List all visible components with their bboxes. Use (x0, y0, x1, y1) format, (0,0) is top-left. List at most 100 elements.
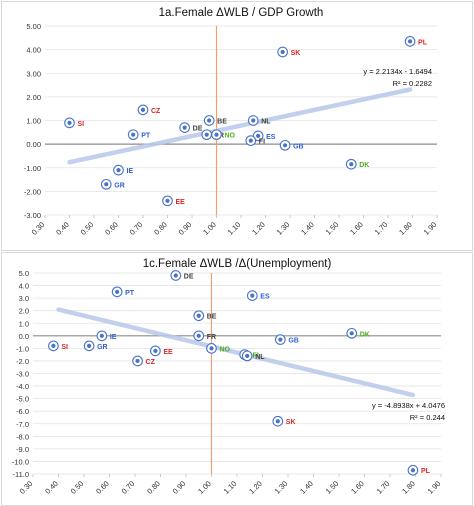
chart-1a-ytick-label: -1.00 (24, 164, 41, 173)
chart-1a-ytick-label: 2.00 (26, 93, 41, 102)
chart-1a-point-inner (67, 120, 72, 125)
chart-1c-point-label: BE (207, 314, 217, 321)
chart-1c-xtick-label: 1.30 (273, 479, 290, 496)
chart-1c-xtick-label: 1.80 (400, 479, 417, 496)
chart-1a-xtick-label: 1.20 (250, 220, 267, 237)
chart-1c-title: 1c.Female ΔWLB /Δ(Unemployment) (143, 258, 332, 270)
chart-1a-xtick-label: 0.50 (79, 220, 96, 237)
chart-1c-point-inner (173, 273, 178, 278)
chart-1c-point-label: CZ (146, 359, 156, 366)
chart-1a-xtick-label: 1.10 (226, 220, 243, 237)
chart-1c-xtick-label: 1.20 (247, 479, 264, 496)
chart-1c-point-label: ES (260, 294, 270, 301)
chart-1a-point-inner (207, 118, 212, 123)
chart-1a-point-inner (349, 162, 354, 167)
chart-1c-ytick-label: 3.0 (19, 294, 29, 303)
chart-1c-ytick-label: -5.0 (16, 395, 29, 404)
chart-1a-xtick-label: 0.30 (30, 220, 47, 237)
chart-1c-point-label: EE (163, 349, 173, 356)
chart-1c-xtick-label: 0.60 (94, 479, 111, 496)
chart-1c-ytick-label: -2.0 (16, 357, 29, 366)
chart-1a-xtick-label: 0.60 (103, 220, 120, 237)
chart-1c-xtick-label: 0.40 (43, 479, 60, 496)
chart-1a-point-label: DE (193, 126, 203, 133)
chart-1c-ytick-label: 5.0 (19, 269, 29, 278)
chart-1a-point-inner (407, 39, 413, 44)
chart-1a-point-inner (131, 132, 136, 137)
chart-1c-trendline (56, 307, 416, 398)
chart-1c-point-inner (209, 346, 214, 351)
chart-1a-point-label: BE (217, 119, 227, 126)
chart-1a-point-inner (140, 107, 146, 112)
chart-1c-point-inner (245, 353, 250, 359)
chart-1c-ytick-label: -3.0 (16, 370, 29, 379)
chart-1c-point-label: PT (125, 290, 135, 297)
chart-1a-xtick-label: 1.60 (348, 220, 365, 237)
chart-1c-xtick-label: 1.60 (349, 479, 366, 496)
chart-1a-xtick-label: 1.30 (275, 220, 292, 237)
chart-1a-point-label: SK (291, 50, 301, 57)
chart-1a-point-inner (256, 133, 261, 138)
chart-1c-point-inner (275, 419, 280, 424)
chart-1a-r-squared: R² = 0.2282 (393, 79, 432, 88)
chart-1c-equation: y = -4.8938x + 4.0476 (372, 401, 445, 410)
chart-1a-point-label: FI (259, 139, 265, 146)
chart-1a-point-inner (104, 182, 109, 187)
chart-1c-point-label: FI (253, 353, 259, 360)
chart-1c-point-inner (99, 333, 104, 338)
chart-1c-point-inner (87, 343, 92, 348)
chart-1a-point-label: DK (359, 162, 369, 169)
panel-frame-1c (1, 252, 473, 506)
chart-1a-xtick-label: 0.70 (128, 220, 145, 237)
chart-1c-xtick-label: 1.70 (375, 479, 392, 496)
chart-1a-ytick-label: 0.00 (26, 140, 41, 149)
chart-1a-point-inner (280, 49, 285, 55)
chart-1c-ytick-label: 0.0 (19, 332, 29, 341)
chart-1a-point-inner (251, 118, 256, 123)
chart-1a-ytick-label: 5.00 (26, 22, 41, 31)
chart-1a-point-inner (214, 132, 219, 137)
chart-1c-ytick-label: -8.0 (16, 432, 29, 441)
chart-1a-ytick-label: 1.00 (26, 117, 41, 126)
chart-1a-point-label: GB (293, 143, 304, 150)
chart-1c-r-squared: R² = 0.244 (410, 413, 445, 422)
chart-1a-ytick-label: -3.00 (24, 211, 41, 220)
chart-1c-point-label: FR (207, 334, 216, 341)
chart-1a-trendline (67, 87, 413, 165)
chart-1c-point-label: SI (61, 344, 68, 351)
chart-1a-point-label: NL (261, 119, 271, 126)
chart-1a-xtick-label: 1.50 (324, 220, 341, 237)
chart-1c-xtick-label: 0.80 (145, 479, 162, 496)
chart-1a-xtick-label: 1.00 (201, 220, 218, 237)
chart-1c-ytick-label: -1.0 (16, 344, 29, 353)
chart-1c-xtick-label: 0.50 (69, 479, 86, 496)
chart-1a-equation: y = 2.2134x - 1.6494 (363, 67, 432, 76)
chart-1c-ytick-label: 4.0 (19, 282, 29, 291)
chart-1c-xtick-label: 0.70 (120, 479, 137, 496)
chart-1c-point-label: NL (255, 354, 265, 361)
chart-1a-point-inner (182, 125, 187, 130)
chart-1a-point-label: PL (418, 39, 428, 46)
chart-1c-point-inner (196, 333, 201, 338)
chart-1a-xtick-label: 1.40 (299, 220, 316, 237)
chart-1c-point-label: IE (110, 334, 117, 341)
chart-1a-ytick-label: 3.00 (26, 69, 41, 78)
chart-1c-point-inner (115, 289, 120, 294)
chart-1a-point-label: SI (78, 121, 85, 128)
chart-1c-point-label: GB (288, 338, 299, 345)
chart-1a-title: 1a.Female ΔWLB / GDP Growth (159, 7, 324, 19)
chart-1c-point-label: GR (97, 344, 108, 351)
chart-1a-point-inner (283, 143, 288, 148)
chart-1a-point-label: EE (176, 199, 186, 206)
chart-1c-ytick-label: 1.0 (19, 319, 29, 328)
chart-1a-xtick-label: 1.70 (373, 220, 390, 237)
chart-1a-xtick-label: 0.40 (54, 220, 71, 237)
chart-1c-point-label: DE (184, 274, 194, 281)
chart-1a-point-inner (248, 138, 253, 143)
chart-1c-ytick-label: -11.0 (12, 470, 29, 479)
chart-1c-point-inner (196, 313, 201, 318)
chart-1a-xtick-label: 1.90 (422, 220, 439, 237)
chart-1c-xtick-label: 0.30 (18, 479, 35, 496)
